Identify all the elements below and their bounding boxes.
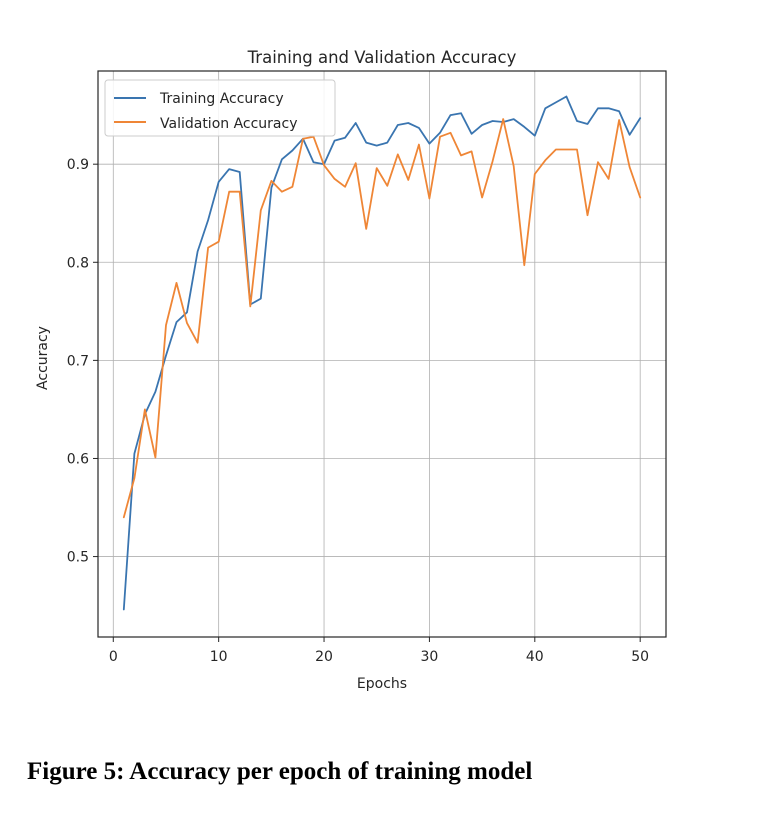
y-tick-label: 0.9 xyxy=(67,157,89,173)
x-axis: 0 10 20 30 40 50 xyxy=(109,637,649,665)
chart-title: Training and Validation Accuracy xyxy=(247,48,517,67)
accuracy-chart: 0 10 20 30 40 50 0.5 0.6 0.7 0.8 0.9 Training and… xyxy=(35,48,667,692)
series-lines xyxy=(122,95,642,611)
x-tick-label: 50 xyxy=(631,649,649,665)
validation-accuracy-line xyxy=(122,118,642,519)
x-axis-label: Epochs xyxy=(357,676,407,692)
x-tick-label: 20 xyxy=(315,649,333,665)
x-tick-label: 0 xyxy=(109,649,118,665)
legend: Training Accuracy Validation Accuracy xyxy=(104,79,336,137)
y-tick-label: 0.8 xyxy=(67,255,89,271)
x-tick-label: 30 xyxy=(421,649,439,665)
x-tick-label: 40 xyxy=(526,649,544,665)
x-tick-label: 10 xyxy=(210,649,228,665)
legend-label-training: Training Accuracy xyxy=(159,91,284,107)
y-tick-label: 0.7 xyxy=(67,353,89,369)
legend-box xyxy=(104,79,336,137)
y-tick-label: 0.6 xyxy=(67,451,89,467)
legend-label-validation: Validation Accuracy xyxy=(160,116,298,132)
y-axis: 0.5 0.6 0.7 0.8 0.9 xyxy=(67,157,98,566)
training-accuracy-line xyxy=(122,95,642,611)
grid xyxy=(98,71,666,637)
figure-caption: Figure 5: Accuracy per epoch of training… xyxy=(27,758,533,785)
plot-frame xyxy=(97,70,667,638)
y-tick-label: 0.5 xyxy=(67,550,89,566)
y-axis-label: Accuracy xyxy=(35,326,51,390)
